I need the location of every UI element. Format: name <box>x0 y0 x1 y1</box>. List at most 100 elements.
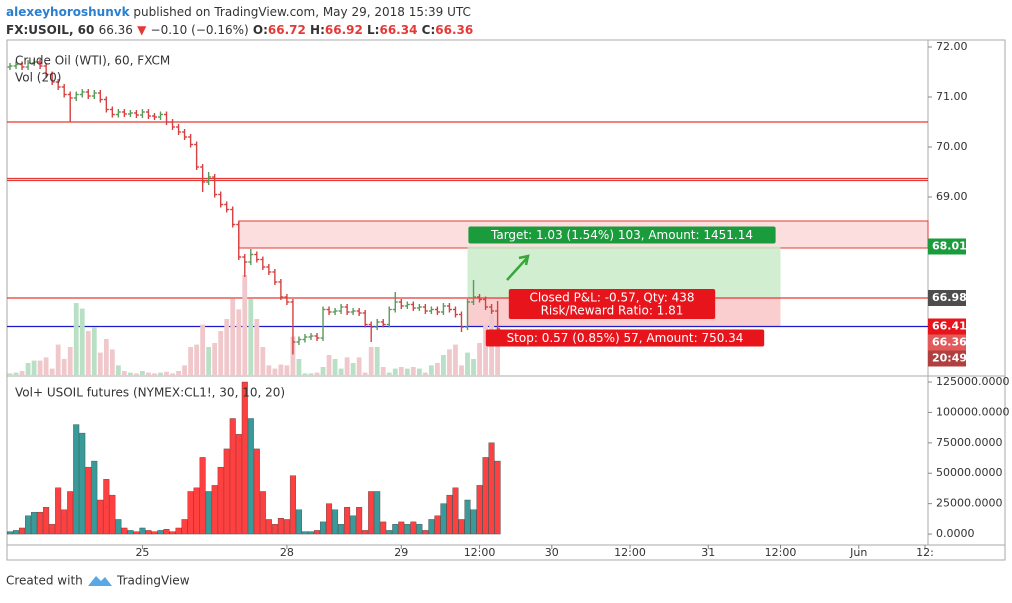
volume-bar <box>338 524 345 535</box>
volume-bar <box>482 457 489 535</box>
volume-overlay <box>79 308 85 375</box>
volume-overlay <box>109 349 115 375</box>
brand[interactable]: TradingView <box>116 574 190 588</box>
volume-overlay <box>194 344 200 375</box>
volume-overlay <box>25 363 31 375</box>
y-tick-label: 25000.0000 <box>936 497 1002 510</box>
position-label: Target: 1.03 (1.54%) 103, Amount: 1451.1… <box>490 228 753 242</box>
volume-overlay <box>152 373 157 375</box>
volume-overlay <box>115 365 121 375</box>
volume-bar <box>211 485 218 535</box>
volume-bar <box>79 432 86 535</box>
volume-bar <box>404 524 411 535</box>
symbol-line: FX:USOIL, 60 66.36 ▼ −0.10 (−0.16%) O:66… <box>6 23 473 37</box>
volume-overlay <box>85 331 91 375</box>
volume-bar <box>295 509 302 535</box>
volume-overlay <box>435 363 440 375</box>
y-tick-label: 0.0000 <box>936 527 975 540</box>
volume-overlay <box>13 372 19 375</box>
volume-bar <box>464 499 471 535</box>
volume-overlay <box>121 371 127 375</box>
volume-bar <box>175 527 182 535</box>
volume-bar <box>97 499 104 535</box>
volume-bar <box>283 519 290 535</box>
volume-overlay <box>164 371 169 375</box>
volume-bar <box>356 507 363 535</box>
volume-overlay <box>320 367 326 375</box>
volume-overlay <box>260 347 266 375</box>
main-title: Crude Oil (WTI), 60, FXCM <box>15 54 170 68</box>
volume-bar <box>91 460 98 535</box>
volume-overlay <box>477 343 482 375</box>
volume-overlay <box>459 365 464 375</box>
volume-bar <box>488 442 495 535</box>
volume-bar <box>7 531 14 535</box>
y-tick-label: 50000.0000 <box>936 466 1002 479</box>
volume-overlay <box>332 359 338 375</box>
volume-bar <box>223 448 230 535</box>
y-tick-label: 72.00 <box>936 40 968 53</box>
volume-bar <box>476 485 483 535</box>
countdown-box <box>928 350 966 367</box>
volume-overlay <box>206 347 212 375</box>
price-pane: Target: 1.03 (1.54%) 103, Amount: 1451.1… <box>7 59 929 375</box>
x-tick-label: 12:00 <box>464 546 496 559</box>
volume-bar <box>470 509 477 535</box>
volume-overlay <box>338 368 344 375</box>
volume-bar <box>422 530 429 535</box>
volume-overlay <box>302 373 308 375</box>
volume-bar <box>73 424 80 535</box>
volume-overlay <box>254 319 260 375</box>
price-label: 66.98 <box>932 291 967 304</box>
volume-bar <box>494 460 501 535</box>
price-label: 68.01 <box>932 240 967 253</box>
volume-overlay <box>266 365 272 375</box>
volume-overlay <box>242 275 248 375</box>
low: 66.34 <box>379 23 417 37</box>
volume-overlay <box>248 299 254 375</box>
countdown: 20:49 <box>932 352 967 365</box>
created-with: Created with <box>6 574 83 588</box>
volume-overlay <box>97 352 103 375</box>
y-tick-label: 71.00 <box>936 90 968 103</box>
label-box <box>468 226 776 244</box>
volume-bar <box>103 479 110 535</box>
volume-bar <box>151 531 158 535</box>
volume-overlay <box>374 347 380 375</box>
c-label: C: <box>422 23 436 37</box>
volume-bar <box>398 521 405 535</box>
volume-bar <box>61 509 68 535</box>
x-tick-label: 12: <box>916 546 934 559</box>
price-label: 66.41 <box>932 320 967 333</box>
position-label: Stop: 0.57 (0.85%) 57, Amount: 750.34 <box>507 331 744 345</box>
x-tick-label: 12:00 <box>614 546 646 559</box>
symbol: FX:USOIL, 60 <box>6 23 94 37</box>
volume-bar <box>458 519 465 535</box>
volume-overlay <box>272 368 278 375</box>
volume-overlay <box>290 336 296 375</box>
volume-bar <box>380 521 387 535</box>
volume-bar <box>199 457 206 535</box>
volume-bar <box>307 531 314 535</box>
volume-bar <box>247 418 254 535</box>
volume-overlay <box>49 368 55 375</box>
published: published on TradingView.com, May 29, 20… <box>133 5 470 19</box>
volume-bar <box>277 518 284 535</box>
close: 66.36 <box>435 23 473 37</box>
volume-bar <box>55 487 62 535</box>
volume-overlay <box>103 339 109 375</box>
volume-bar <box>19 527 26 535</box>
volume-overlay <box>380 367 386 375</box>
y-tick-label: 125000.0000 <box>936 375 1009 388</box>
price-label-box <box>928 238 966 255</box>
price-label: 66.36 <box>932 336 967 349</box>
volume-overlay <box>386 372 392 375</box>
volume-overlay <box>368 347 374 375</box>
volume-overlay <box>356 357 362 375</box>
volume-bar <box>169 531 176 535</box>
volume-overlay <box>146 372 151 375</box>
arrow: ▼ <box>137 23 147 37</box>
volume-bar <box>229 418 236 535</box>
volume-overlay <box>314 372 320 375</box>
volume-bar <box>235 434 242 535</box>
